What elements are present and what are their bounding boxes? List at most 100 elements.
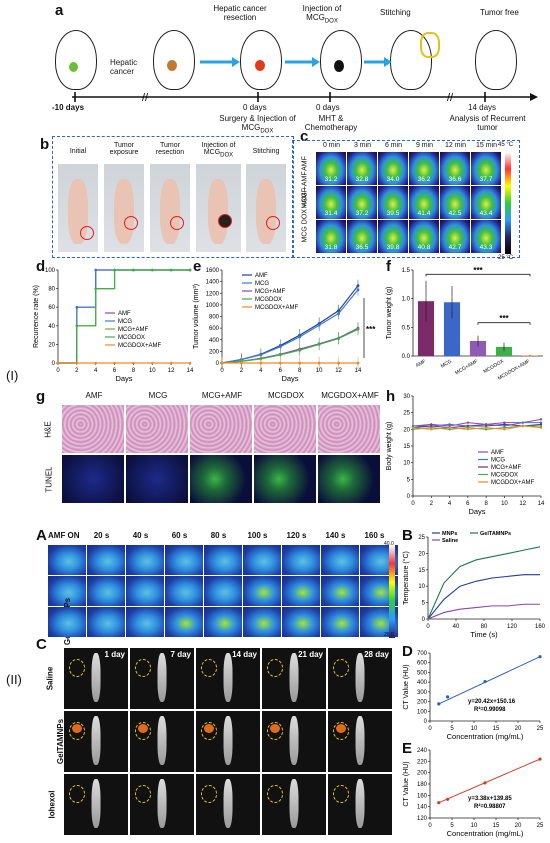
C-implant-circle (267, 784, 284, 803)
chart-h-ytick-label: 20 (403, 427, 410, 433)
C-ct-image (196, 711, 260, 772)
chart-D-ylabel: CT Value (HU) (403, 664, 410, 709)
C-spine (91, 715, 101, 765)
chart-E-r2: R²=0.98807 (474, 803, 506, 810)
g-he-image (62, 405, 124, 453)
chart-E-xtick-label: 0 (428, 823, 432, 829)
g-tunel-image (318, 455, 380, 503)
A-thermal-image (48, 607, 86, 637)
chart-D-xtick-label: 20 (515, 726, 522, 732)
A-time-label: 120 s (286, 531, 307, 540)
chart-e-point (259, 361, 263, 365)
chart-D-xtick-label: 5 (450, 726, 454, 732)
chart-h-point (539, 426, 543, 429)
chart-f-bar (469, 340, 487, 356)
chart-e-point (317, 323, 321, 327)
chart-f-sig-2: *** (499, 314, 509, 323)
C-spine (157, 778, 167, 828)
A-time-label: 60 s (171, 531, 188, 540)
chart-d-point (132, 268, 135, 272)
chart-d-xlabel: Days (115, 374, 132, 383)
A-thermal-image (87, 545, 125, 575)
c-thermal-value: 39.5 (386, 210, 400, 217)
chart-h-ylabel: Body weight (g) (386, 422, 393, 471)
chart-D: 0 100 200 300 400 500 600 700 0 5 10 15 20 25 Concentr… (403, 651, 544, 741)
chart-d-legend-label: MCGDOX+AMF (118, 343, 162, 349)
g-tunel-image (62, 455, 124, 503)
c-thermal-image: 36.6 (440, 152, 470, 185)
chart-h-point (466, 424, 470, 428)
c-thermal-image: 31.2 (316, 152, 346, 185)
chart-h-point (411, 424, 415, 428)
C-ct-image (64, 774, 128, 835)
A-thermal-image (243, 607, 281, 637)
chart-E-ylabel: CT Value (HU) (403, 761, 410, 806)
chart-h-point (503, 421, 506, 424)
C-ct-image (262, 711, 326, 772)
A-scale-bottom: 26.0 (384, 632, 394, 638)
chart-D-fit-line (438, 656, 541, 705)
b-label-5: Stitching (252, 148, 280, 155)
tumor-brown (167, 60, 177, 71)
chart-d-point (75, 324, 79, 328)
C-implant-circle (333, 721, 350, 740)
chart-d-legend-label: MCG (118, 319, 132, 325)
C-implant-circle (135, 721, 152, 740)
chart-E-ytick-label: 120 (417, 816, 428, 822)
chart-e-xtick-label: 10 (316, 368, 323, 374)
time-0-surgery: 0 days (243, 103, 267, 112)
chart-d-ytick-label: 40 (48, 324, 55, 330)
chart-D-xtick-label: 25 (537, 726, 544, 732)
c-thermal-image: 37.7 (471, 152, 501, 185)
chart-h-xtick-label: 2 (430, 501, 434, 507)
c-thermal-image: 34.0 (378, 152, 408, 185)
chart-d-xtick-label: 10 (149, 368, 156, 374)
C-ct-image (328, 711, 392, 772)
panel-label-B: B (402, 527, 413, 544)
chart-E-xtick-label: 25 (537, 823, 544, 829)
chart-D-ytick-label: 700 (417, 651, 428, 657)
chart-e-ytick-label: 200 (209, 349, 220, 355)
step-resection: Hepatic cancer resection (213, 4, 267, 22)
c-thermal-image: 37.2 (347, 186, 377, 219)
chart-e-xtick-label: 4 (259, 368, 263, 374)
c-row-label: MCG DOX +AMF (301, 188, 309, 243)
C-day-label: 1 day (104, 650, 125, 659)
chart-E-ytick-label: 240 (417, 748, 428, 754)
coil-icon (420, 32, 440, 58)
C-ct-image (328, 774, 392, 835)
tumor-black (334, 60, 344, 72)
chart-h-ytick-label: 5 (407, 477, 411, 483)
chart-d-ytick-label: 80 (48, 287, 55, 293)
g-column-label: MCGDOX (268, 391, 304, 400)
b-photo-1 (58, 164, 98, 252)
g-column-label: AMF (85, 391, 103, 400)
chart-B-legend-label: MNPs (442, 531, 457, 537)
chart-h-legend-label: MCGDOX+AMF (491, 480, 535, 486)
chart-d-series-line (58, 269, 190, 364)
chart-e-point (337, 337, 340, 340)
chart-d-xtick-label: 6 (113, 368, 117, 374)
chart-D-xtick-label: 15 (493, 726, 500, 732)
note-analysis: Analysis of Recurrent tumor (449, 114, 526, 132)
chart-D-equation: y=20.42x+150.16 (468, 699, 516, 705)
A-thermal-image (243, 576, 281, 606)
C-spine (355, 715, 365, 765)
chart-f-category-label: AMF (415, 359, 427, 369)
time-minus10: -10 days (52, 103, 85, 112)
chart-B: 0 5 10 15 20 25 0 40 80 120 160 Time (s) Temperature… (402, 531, 546, 639)
chart-d-xtick-label: 12 (168, 368, 175, 374)
chart-h-point (448, 423, 451, 426)
A-thermal-image (87, 607, 125, 637)
chart-f-ytick-label: 1.0 (402, 297, 411, 303)
chart-h-point (539, 418, 543, 421)
chart-B-xtick-label: 80 (481, 624, 488, 630)
chart-e-ytick-label: 1600 (206, 268, 220, 274)
chart-h-series-line (413, 422, 541, 427)
c-thermal-image: 39.5 (378, 186, 408, 219)
chart-e-point (298, 361, 302, 365)
b-photo-5 (246, 164, 286, 252)
C-row-label: Saline (45, 666, 55, 691)
chart-d-point (75, 305, 79, 309)
chart-e-point (356, 361, 360, 365)
